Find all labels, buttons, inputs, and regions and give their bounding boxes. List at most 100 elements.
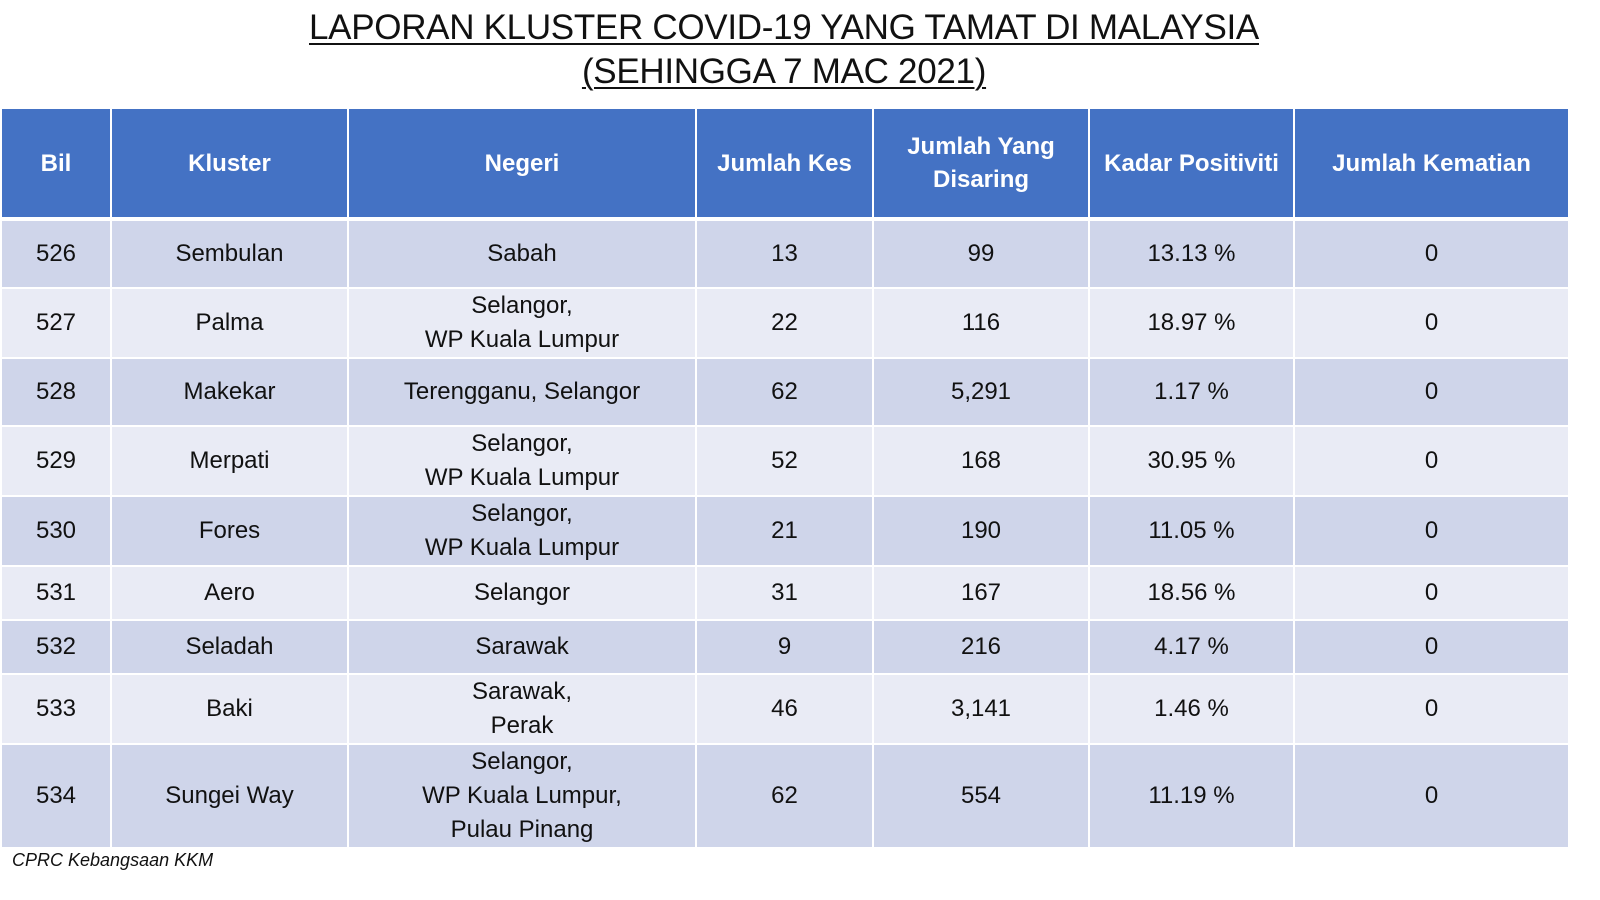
table-row: 527 Palma Selangor, WP Kuala Lumpur 22 116 18.… bbox=[0, 287, 1570, 359]
cell-negeri: Sarawak bbox=[347, 619, 697, 675]
negeri-line: Selangor bbox=[473, 579, 571, 606]
cell-jumlah-kes: 13 bbox=[695, 218, 874, 289]
cell-kluster: Aero bbox=[110, 565, 349, 621]
negeri-line: Selangor, bbox=[471, 430, 573, 457]
cell-jumlah-kes: 62 bbox=[695, 743, 874, 849]
table-row: 534 Sungei Way Selangor, WP Kuala Lumpur, Pu… bbox=[0, 743, 1570, 849]
cell-jumlah-kematian: 0 bbox=[1293, 565, 1570, 621]
cell-kluster: Seladah bbox=[110, 619, 349, 675]
table-row: 532 Seladah Sarawak 9 216 4.17 % 0 bbox=[0, 619, 1570, 675]
report-title-line-1: LAPORAN KLUSTER COVID-19 YANG TAMAT DI M… bbox=[309, 8, 1259, 47]
cell-kadar-positiviti: 1.17 % bbox=[1088, 357, 1295, 427]
cell-jumlah-disaring: 5,291 bbox=[872, 357, 1090, 427]
negeri-line: WP Kuala Lumpur bbox=[424, 464, 620, 491]
cell-kadar-positiviti: 18.56 % bbox=[1088, 565, 1295, 621]
negeri-line: Selangor, bbox=[471, 500, 573, 527]
negeri-line: Pulau Pinang bbox=[450, 816, 594, 843]
cell-negeri: Selangor bbox=[347, 565, 697, 621]
header-jumlah-disaring-line-2: Disaring bbox=[932, 166, 1030, 193]
cell-jumlah-kematian: 0 bbox=[1293, 425, 1570, 497]
cell-jumlah-kematian: 0 bbox=[1293, 357, 1570, 427]
cell-jumlah-disaring: 168 bbox=[872, 425, 1090, 497]
cell-bil: 530 bbox=[0, 495, 112, 567]
negeri-line: Sabah bbox=[487, 240, 557, 267]
cell-negeri: Sabah bbox=[347, 218, 697, 289]
header-jumlah-kematian: Jumlah Kematian bbox=[1293, 107, 1570, 221]
negeri-line: WP Kuala Lumpur bbox=[424, 326, 620, 353]
table-row: 528 Makekar Terengganu, Selangor 62 5,291 1.1… bbox=[0, 357, 1570, 427]
cell-bil: 526 bbox=[0, 218, 112, 289]
report-title: LAPORAN KLUSTER COVID-19 YANG TAMAT DI M… bbox=[0, 6, 1568, 94]
header-kluster: Kluster bbox=[110, 107, 349, 221]
cell-jumlah-disaring: 116 bbox=[872, 287, 1090, 359]
cell-jumlah-kematian: 0 bbox=[1293, 287, 1570, 359]
header-jumlah-kes: Jumlah Kes bbox=[695, 107, 874, 221]
negeri-line: Sarawak, bbox=[471, 678, 573, 705]
cell-bil: 532 bbox=[0, 619, 112, 675]
cell-kluster: Palma bbox=[110, 287, 349, 359]
cell-jumlah-kematian: 0 bbox=[1293, 495, 1570, 567]
cluster-table: Bil Kluster Negeri Jumlah Kes Jumlah Yan… bbox=[0, 107, 1570, 849]
report-title-line-2: (SEHINGGA 7 MAC 2021) bbox=[581, 52, 987, 91]
cell-kadar-positiviti: 4.17 % bbox=[1088, 619, 1295, 675]
cell-jumlah-kematian: 0 bbox=[1293, 619, 1570, 675]
cell-jumlah-kematian: 0 bbox=[1293, 673, 1570, 745]
table-body: 526 Sembulan Sabah 13 99 13.13 % 0 527 Palma Sela… bbox=[0, 218, 1570, 849]
cell-jumlah-kes: 62 bbox=[695, 357, 874, 427]
negeri-line: Selangor, bbox=[471, 292, 573, 319]
table-row: 529 Merpati Selangor, WP Kuala Lumpur 52 168 3… bbox=[0, 425, 1570, 497]
cell-kluster: Sembulan bbox=[110, 218, 349, 289]
cell-jumlah-kes: 31 bbox=[695, 565, 874, 621]
cell-kluster: Merpati bbox=[110, 425, 349, 497]
cell-kluster: Sungei Way bbox=[110, 743, 349, 849]
cell-kadar-positiviti: 18.97 % bbox=[1088, 287, 1295, 359]
cell-kadar-positiviti: 11.19 % bbox=[1088, 743, 1295, 849]
cell-jumlah-disaring: 554 bbox=[872, 743, 1090, 849]
table-row: 526 Sembulan Sabah 13 99 13.13 % 0 bbox=[0, 218, 1570, 289]
cell-negeri: Sarawak, Perak bbox=[347, 673, 697, 745]
cell-jumlah-kes: 52 bbox=[695, 425, 874, 497]
cell-negeri: Selangor, WP Kuala Lumpur bbox=[347, 287, 697, 359]
cell-negeri: Selangor, WP Kuala Lumpur bbox=[347, 425, 697, 497]
cell-jumlah-disaring: 216 bbox=[872, 619, 1090, 675]
negeri-line: WP Kuala Lumpur bbox=[424, 534, 620, 561]
cell-jumlah-disaring: 190 bbox=[872, 495, 1090, 567]
cell-bil: 529 bbox=[0, 425, 112, 497]
table-row: 533 Baki Sarawak, Perak 46 3,141 1.46 % 0 bbox=[0, 673, 1570, 745]
cell-jumlah-kematian: 0 bbox=[1293, 218, 1570, 289]
cell-jumlah-kes: 22 bbox=[695, 287, 874, 359]
header-row: Bil Kluster Negeri Jumlah Kes Jumlah Yan… bbox=[0, 107, 1570, 221]
cell-negeri: Terengganu, Selangor bbox=[347, 357, 697, 427]
cell-bil: 531 bbox=[0, 565, 112, 621]
header-negeri: Negeri bbox=[347, 107, 697, 221]
negeri-line: Selangor, bbox=[471, 748, 573, 775]
cell-jumlah-kes: 21 bbox=[695, 495, 874, 567]
cell-kluster: Makekar bbox=[110, 357, 349, 427]
cell-jumlah-kes: 9 bbox=[695, 619, 874, 675]
cell-bil: 533 bbox=[0, 673, 112, 745]
header-bil: Bil bbox=[0, 107, 112, 221]
cell-kluster: Fores bbox=[110, 495, 349, 567]
header-jumlah-disaring: Jumlah Yang Disaring bbox=[872, 107, 1090, 221]
negeri-line: Perak bbox=[490, 712, 554, 739]
cell-jumlah-disaring: 167 bbox=[872, 565, 1090, 621]
cell-kluster: Baki bbox=[110, 673, 349, 745]
table-row: 530 Fores Selangor, WP Kuala Lumpur 21 190 11.… bbox=[0, 495, 1570, 567]
cell-bil: 527 bbox=[0, 287, 112, 359]
cell-negeri: Selangor, WP Kuala Lumpur, Pulau Pinang bbox=[347, 743, 697, 849]
negeri-line: Sarawak bbox=[475, 633, 569, 660]
negeri-line: Terengganu, Selangor bbox=[403, 378, 641, 405]
header-kadar-positiviti: Kadar Positiviti bbox=[1088, 107, 1295, 221]
cell-kadar-positiviti: 13.13 % bbox=[1088, 218, 1295, 289]
cell-bil: 528 bbox=[0, 357, 112, 427]
cell-jumlah-kematian: 0 bbox=[1293, 743, 1570, 849]
table-row: 531 Aero Selangor 31 167 18.56 % 0 bbox=[0, 565, 1570, 621]
cell-kadar-positiviti: 1.46 % bbox=[1088, 673, 1295, 745]
source-note: CPRC Kebangsaan KKM bbox=[12, 850, 214, 870]
cell-kadar-positiviti: 30.95 % bbox=[1088, 425, 1295, 497]
cell-negeri: Selangor, WP Kuala Lumpur bbox=[347, 495, 697, 567]
cell-jumlah-disaring: 3,141 bbox=[872, 673, 1090, 745]
cell-bil: 534 bbox=[0, 743, 112, 849]
cell-jumlah-disaring: 99 bbox=[872, 218, 1090, 289]
negeri-line: WP Kuala Lumpur, bbox=[422, 782, 622, 809]
